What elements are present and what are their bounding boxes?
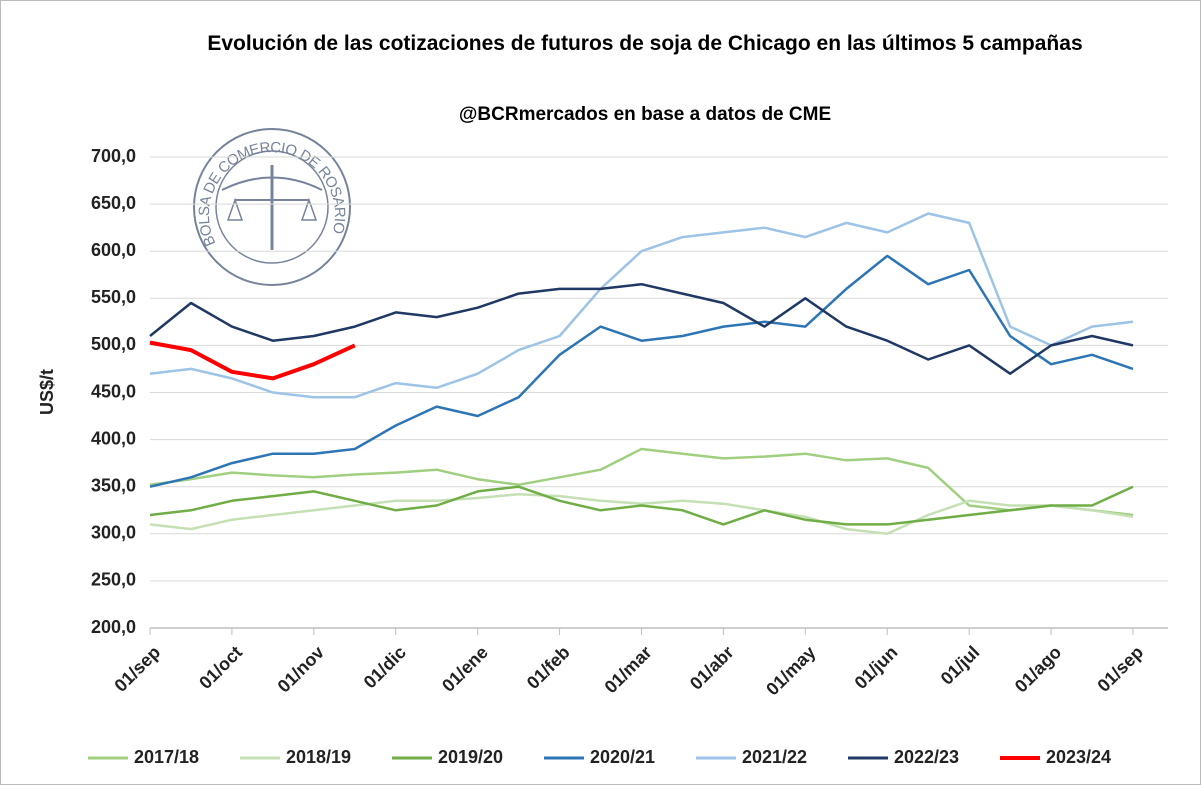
series-line (149, 212, 1134, 399)
legend-label: 2021/22 (742, 747, 807, 767)
y-tick-label: 400,0 (91, 428, 136, 448)
y-tick-label: 650,0 (91, 193, 136, 213)
series-line (149, 492, 1134, 536)
y-tick-label: 200,0 (91, 617, 136, 637)
logo-ring (215, 150, 329, 264)
legend-label: 2020/21 (590, 747, 655, 767)
series-line (149, 254, 1134, 488)
y-tick-label: 350,0 (91, 475, 136, 495)
y-axis-label: US$/t (37, 369, 57, 415)
y-tick-label: 600,0 (91, 240, 136, 260)
chart-subtitle: @BCRmercados en base a datos de CME (458, 104, 832, 125)
legend-label: 2019/20 (438, 747, 503, 767)
y-tick-label: 300,0 (91, 523, 136, 543)
legend-label: 2023/24 (1046, 747, 1111, 767)
y-tick-label: 550,0 (91, 287, 136, 307)
legend-label: 2022/23 (894, 747, 959, 767)
legend-label: 2018/19 (286, 747, 351, 767)
y-tick-label: 250,0 (91, 570, 136, 590)
chart-title: Evolución de las cotizaciones de futuros… (207, 32, 1083, 55)
series-line (149, 485, 1134, 526)
series-line (149, 282, 1134, 375)
y-tick-label: 700,0 (91, 146, 136, 166)
logo-pans (226, 197, 318, 221)
y-tick-label: 450,0 (91, 381, 136, 401)
series-line (149, 340, 356, 381)
logo-ring (193, 128, 351, 286)
y-tick-label: 500,0 (91, 334, 136, 354)
logo-wings (221, 176, 323, 191)
legend-label: 2017/18 (134, 747, 199, 767)
series-line (149, 447, 1134, 517)
